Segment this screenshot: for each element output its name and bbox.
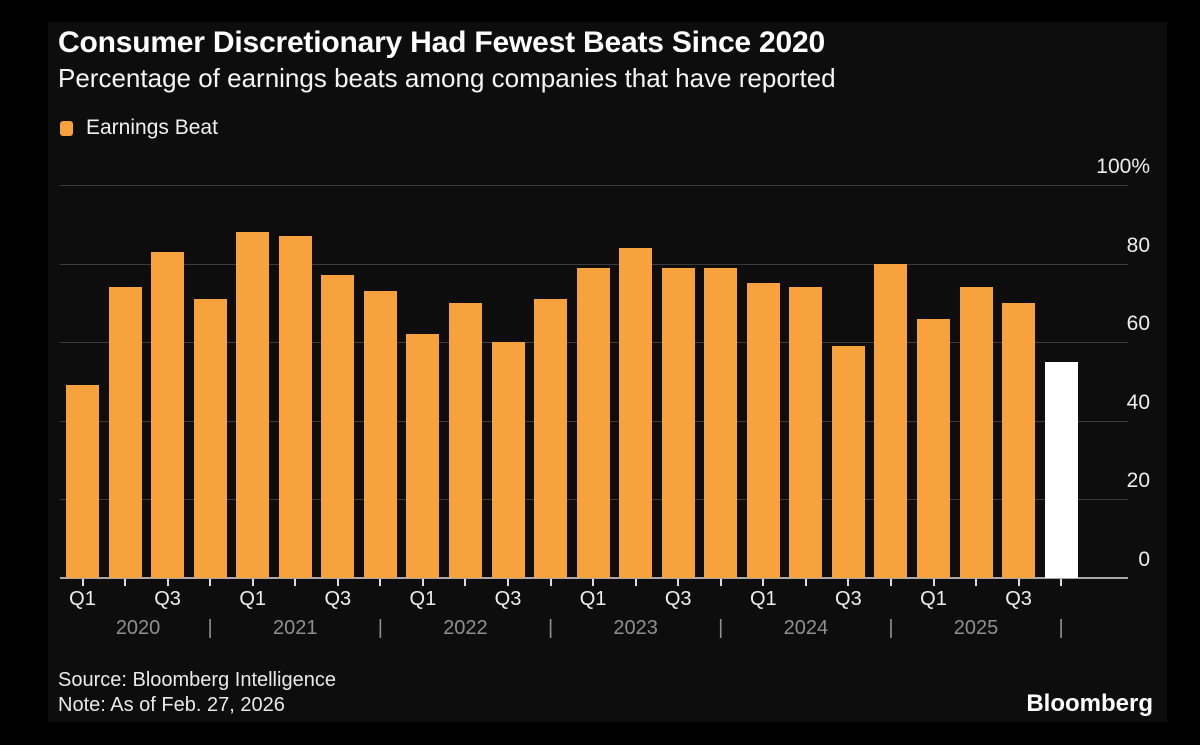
x-axis-year-separator: |: [718, 617, 724, 639]
bar-q4-2025: [1044, 361, 1078, 578]
bar-q1-2023: [576, 267, 610, 578]
bar-q2-2024: [789, 287, 823, 578]
bar-q3-2024: [831, 346, 865, 578]
legend: Earnings Beat: [60, 116, 218, 140]
x-axis-tick: [804, 579, 807, 586]
x-axis-year-label-2024: 2024: [783, 617, 829, 639]
x-axis-quarter-label: Q3: [494, 588, 522, 610]
x-axis-year-separator: |: [1058, 617, 1064, 639]
chart-subtitle: Percentage of earnings beats among compa…: [58, 63, 836, 93]
x-axis-tick: [719, 579, 722, 586]
x-axis-tick: [209, 579, 212, 586]
x-axis-tick: [507, 579, 509, 586]
x-axis-quarter-label: Q1: [239, 588, 267, 610]
x-axis-tick: [124, 579, 127, 586]
x-axis-tick: [81, 579, 84, 586]
x-axis-year-separator: |: [207, 617, 213, 639]
x-axis-year-label-2021: 2021: [273, 617, 318, 639]
x-axis-tick: [294, 579, 297, 586]
bar-q2-2020: [108, 287, 142, 578]
x-axis-quarter-label: Q3: [664, 588, 692, 610]
y-axis-label-20: 20: [1126, 469, 1150, 493]
y-axis-label-40: 40: [1126, 390, 1150, 414]
x-axis-year-label-2025: 2025: [953, 617, 999, 639]
bar-q1-2024: [746, 283, 780, 578]
x-axis-tick: [1017, 579, 1020, 586]
legend-label: Earnings Beat: [86, 116, 218, 139]
x-axis-quarter-label: Q1: [69, 588, 96, 610]
chart-title: Consumer Discretionary Had Fewest Beats …: [58, 26, 825, 59]
bar-q3-2023: [661, 267, 695, 578]
bar-q1-2025: [917, 318, 950, 578]
bar-q3-2025: [1002, 302, 1036, 578]
x-axis-tick: [762, 579, 765, 586]
bar-q3-2020: [151, 251, 185, 578]
x-axis-tick: [889, 579, 892, 586]
bar-q2-2023: [619, 247, 653, 578]
bar-q1-2022: [406, 334, 440, 578]
x-axis-quarter-label: Q3: [1005, 588, 1032, 610]
x-axis-year-separator: |: [888, 617, 894, 639]
bar-q3-2022: [491, 342, 525, 578]
x-axis-tick: [166, 579, 169, 586]
bar-q1-2021: [236, 232, 270, 578]
source-text: Source: Bloomberg Intelligence: [58, 669, 336, 691]
x-axis-tick: [464, 579, 467, 586]
x-axis-quarter-label: Q3: [324, 588, 352, 610]
gridline-80: [60, 263, 1128, 265]
x-axis-tick: [677, 579, 680, 586]
y-axis-label-0: 0: [1138, 548, 1150, 571]
bar-q3-2021: [321, 275, 355, 578]
bar-q4-2024: [874, 263, 908, 578]
note-text: Note: As of Feb. 27, 2026: [58, 694, 285, 716]
x-axis-quarter-label: Q1: [920, 588, 947, 610]
x-axis-tick: [251, 579, 254, 586]
legend-swatch-icon: [60, 120, 73, 136]
bar-q2-2022: [448, 302, 482, 578]
y-axis-label-80: 80: [1126, 233, 1150, 257]
bloomberg-logo: Bloomberg: [1026, 690, 1153, 717]
x-axis-tick: [932, 579, 935, 586]
x-axis-line: [60, 577, 1128, 579]
y-axis-label-60: 60: [1126, 312, 1150, 336]
y-axis-label-100: 100%: [1096, 155, 1150, 178]
x-axis-year-separator: |: [377, 617, 383, 639]
x-axis-year-label-2023: 2023: [613, 617, 658, 639]
x-axis-tick: [1060, 579, 1063, 586]
x-axis-tick: [421, 579, 424, 586]
x-axis-tick: [634, 579, 637, 586]
x-axis-quarter-label: Q1: [579, 588, 607, 610]
x-axis-tick: [847, 579, 850, 586]
bar-q4-2020: [193, 298, 227, 578]
bar-q4-2023: [704, 267, 738, 578]
gridline-100: [60, 185, 1128, 186]
x-axis-quarter-label: Q1: [749, 588, 777, 610]
bar-q1-2020: [66, 385, 99, 578]
bar-q2-2025: [959, 287, 993, 578]
x-axis-quarter-label: Q3: [835, 588, 862, 610]
bar-q2-2021: [278, 236, 312, 578]
x-axis-year-label-2020: 2020: [115, 617, 161, 639]
x-axis-tick: [549, 579, 552, 586]
bar-q4-2021: [363, 291, 397, 578]
x-axis-tick: [336, 579, 339, 586]
x-axis-tick: [592, 579, 595, 586]
x-axis-quarter-label: Q3: [154, 588, 181, 610]
x-axis-year-separator: |: [547, 617, 554, 639]
x-axis-year-label-2022: 2022: [443, 617, 488, 639]
bar-q4-2022: [534, 298, 568, 578]
x-axis-tick: [975, 579, 978, 586]
x-axis-tick: [379, 579, 382, 586]
x-axis-quarter-label: Q1: [409, 588, 437, 610]
